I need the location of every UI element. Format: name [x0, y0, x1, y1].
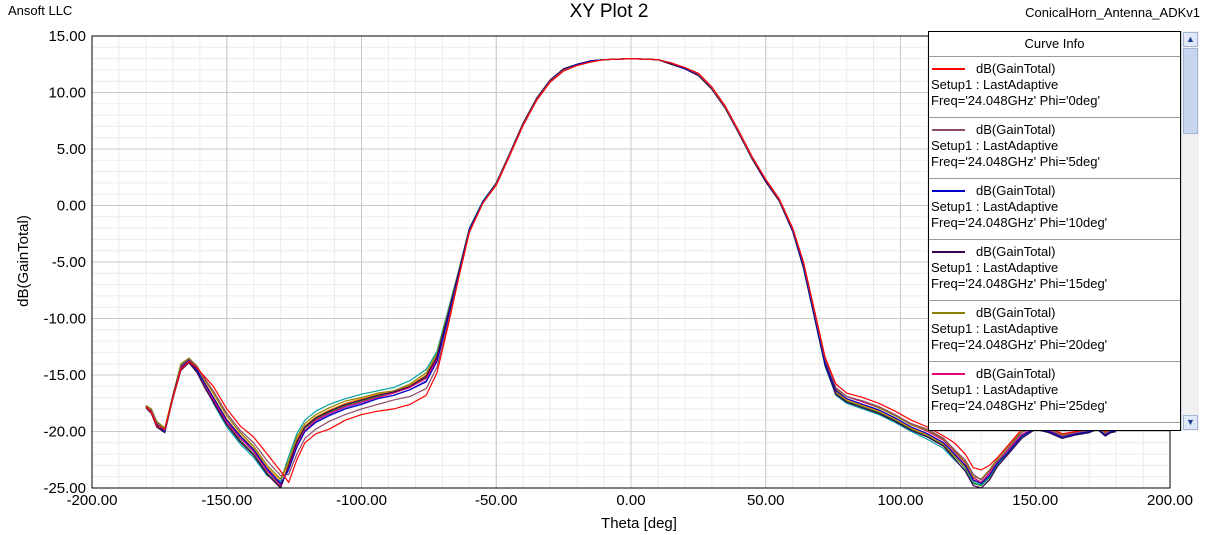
company-label: Ansoft LLC — [8, 3, 73, 18]
scroll-up-arrow-icon[interactable]: ▲ — [1183, 32, 1198, 47]
legend-swatch — [932, 129, 965, 131]
legend-swatch — [932, 68, 965, 70]
series-layer — [145, 57, 1117, 488]
curve-info-legend: Curve Info dB(GainTotal) Setup1 : LastAd… — [928, 31, 1181, 431]
y-tick-labels: 15.00 10.00 5.00 0.00 -5.00 -10.00 -15.00 -20.0… — [43, 28, 86, 497]
legend-swatch — [932, 373, 965, 375]
legend-freq: Freq='24.048GHz' Phi='20deg' — [931, 337, 1108, 352]
legend-entry[interactable]: dB(GainTotal) Setup1 : LastAdaptive Freq… — [929, 301, 1180, 362]
x-axis-label: Theta [deg] — [601, 515, 677, 532]
legend-freq: Freq='24.048GHz' Phi='10deg' — [931, 215, 1108, 230]
legend-freq: Freq='24.048GHz' Phi='0deg' — [931, 93, 1100, 108]
scroll-down-arrow-icon[interactable]: ▼ — [1183, 415, 1198, 430]
legend-curve-name: dB(GainTotal) — [976, 183, 1056, 198]
legend-swatch — [932, 190, 965, 192]
legend-swatch — [932, 312, 965, 314]
y-tick-label: 5.00 — [57, 141, 86, 158]
legend-title: Curve Info — [929, 32, 1180, 57]
x-tick-label: -200.00 — [67, 492, 118, 509]
series-line — [145, 57, 1117, 483]
chart-title: XY Plot 2 — [569, 1, 649, 22]
x-tick-label: 50.00 — [747, 492, 785, 509]
legend-entry[interactable]: dB(GainTotal) Setup1 : LastAdaptive Freq… — [929, 362, 1180, 423]
x-tick-labels: -200.00 -150.00 -100.00 -50.00 0.00 50.00 100.… — [67, 492, 1193, 509]
project-name: ConicalHorn_Antenna_ADKv1 — [1025, 5, 1200, 20]
x-tick-label: 0.00 — [616, 492, 645, 509]
x-tick-label: 150.00 — [1012, 492, 1058, 509]
legend-freq: Freq='24.048GHz' Phi='25deg' — [931, 398, 1108, 413]
legend-freq: Freq='24.048GHz' Phi='15deg' — [931, 276, 1108, 291]
legend-curve-name: dB(GainTotal) — [976, 305, 1056, 320]
x-tick-label: -100.00 — [336, 492, 387, 509]
legend-entry[interactable]: dB(GainTotal) Setup1 : LastAdaptive Freq… — [929, 179, 1180, 240]
legend-entry[interactable]: dB(GainTotal) Setup1 : LastAdaptive Freq… — [929, 57, 1180, 118]
legend-curve-name: dB(GainTotal) — [976, 366, 1056, 381]
y-tick-label: 10.00 — [48, 85, 86, 102]
y-tick-label: -25.00 — [43, 480, 86, 497]
legend-entry[interactable]: dB(GainTotal) Setup1 : LastAdaptive Freq… — [929, 118, 1180, 179]
legend-scrollbar[interactable]: ▲ ▼ — [1181, 31, 1199, 431]
legend-entry[interactable]: dB(GainTotal) Setup1 : LastAdaptive Freq… — [929, 240, 1180, 301]
x-tick-label: 100.00 — [878, 492, 924, 509]
x-tick-label: 200.00 — [1147, 492, 1193, 509]
legend-swatch — [932, 251, 965, 253]
y-tick-label: 15.00 — [48, 28, 86, 45]
legend-setup: Setup1 : LastAdaptive — [931, 260, 1059, 275]
x-tick-label: -150.00 — [201, 492, 252, 509]
legend-setup: Setup1 : LastAdaptive — [931, 321, 1059, 336]
legend-curve-name: dB(GainTotal) — [976, 61, 1056, 76]
y-tick-label: -5.00 — [52, 254, 86, 271]
legend-setup: Setup1 : LastAdaptive — [931, 382, 1059, 397]
legend-curve-name: dB(GainTotal) — [976, 122, 1056, 137]
y-tick-label: 0.00 — [57, 198, 86, 215]
scrollbar-thumb[interactable] — [1183, 48, 1198, 134]
legend-curve-name: dB(GainTotal) — [976, 244, 1056, 259]
x-tick-label: -50.00 — [475, 492, 518, 509]
y-axis-label: dB(GainTotal) — [15, 215, 32, 307]
y-tick-label: -10.00 — [43, 311, 86, 328]
legend-setup: Setup1 : LastAdaptive — [931, 138, 1059, 153]
y-tick-label: -15.00 — [43, 367, 86, 384]
legend-setup: Setup1 : LastAdaptive — [931, 77, 1059, 92]
legend-setup: Setup1 : LastAdaptive — [931, 199, 1059, 214]
y-tick-label: -20.00 — [43, 424, 86, 441]
legend-freq: Freq='24.048GHz' Phi='5deg' — [931, 154, 1100, 169]
